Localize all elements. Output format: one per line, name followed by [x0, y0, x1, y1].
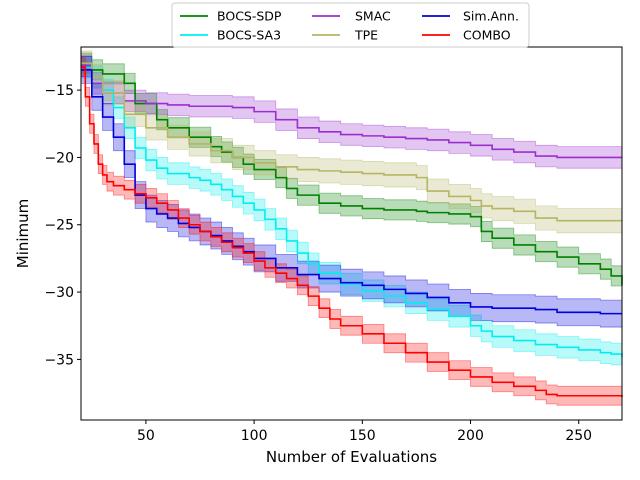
y-tick-label: −25	[44, 218, 74, 234]
x-axis-label: Number of Evaluations	[266, 448, 437, 466]
x-tick-label: 200	[457, 428, 484, 444]
legend-box	[171, 2, 530, 48]
y-tick-label: −30	[44, 285, 74, 301]
y-tick-label: −20	[44, 150, 74, 166]
x-tick-label: 150	[349, 428, 376, 444]
series-line-bocs-sa3	[81, 66, 623, 357]
x-axis: 50 100 150 200 250	[137, 420, 592, 444]
legend-label-bocs-sdp: BOCS-SDP	[217, 9, 282, 24]
series-line-smac	[81, 65, 622, 159]
series-line-bocs-sdp	[81, 62, 623, 286]
x-tick-label: 50	[137, 428, 155, 444]
band-bocs-sdp	[80, 52, 623, 296]
legend-label-smac: SMAC	[355, 9, 391, 24]
y-tick-label: −15	[44, 83, 74, 99]
legend-label-tpe: TPE	[354, 28, 378, 43]
x-tick-label: 100	[241, 428, 268, 444]
y-axis: −15 −20 −25 −30 −35	[44, 83, 81, 368]
confidence-bands	[80, 50, 623, 407]
band-smac	[80, 54, 623, 169]
series-lines	[81, 62, 623, 398]
y-axis-label: Minimum	[14, 199, 32, 269]
band-combo	[80, 57, 623, 407]
y-tick-label: −35	[44, 352, 74, 368]
series-line-combo	[81, 66, 623, 398]
legend-label-combo: COMBO	[463, 28, 511, 43]
legend-label-sim-ann: Sim.Ann.	[463, 9, 519, 24]
x-tick-label: 250	[565, 428, 592, 444]
series-line-tpe	[81, 62, 622, 222]
legend-label-bocs-sa3: BOCS-SA3	[217, 28, 281, 43]
legend: BOCS-SDP BOCS-SA3 SMAC TPE Sim.Ann. COMBO	[171, 2, 530, 48]
band-bocs-sa3	[80, 56, 623, 368]
